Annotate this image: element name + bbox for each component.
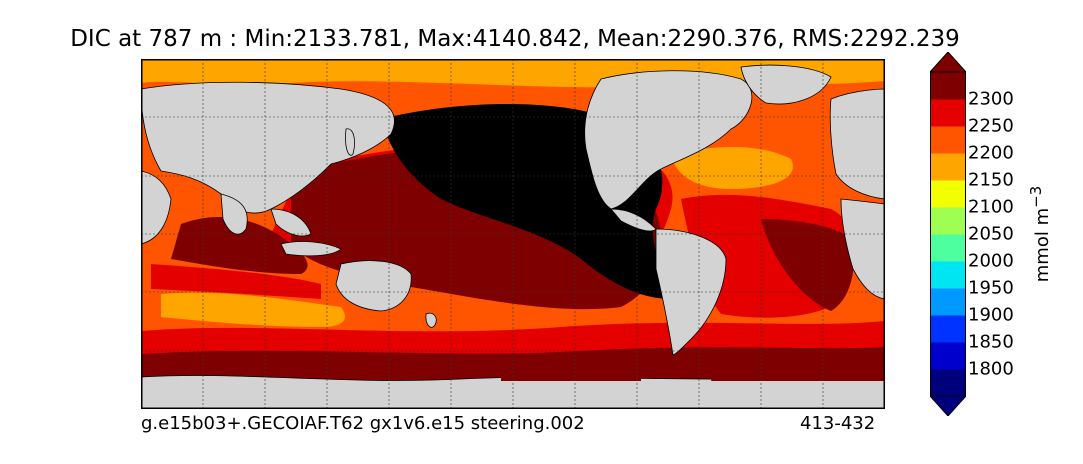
colorbar-tick-label: 2300	[968, 88, 1014, 110]
colorbar-tick-label: 2050	[968, 223, 1014, 245]
colorbar-min-arrow	[930, 395, 966, 416]
map-frame	[141, 59, 885, 409]
colorbar-swatch	[930, 126, 966, 154]
south-pacific-dark	[501, 357, 641, 381]
colorbar-tick-label: 2100	[968, 196, 1014, 218]
colorbar-tick-label: 1850	[968, 331, 1014, 353]
colorbar-tick-label: 1900	[968, 304, 1014, 326]
colorbar-max-arrow	[930, 52, 966, 73]
colorbar-unit-label: mmol m−3	[1027, 186, 1053, 282]
colorbar-tick-label: 2000	[968, 250, 1014, 272]
europe-west	[829, 88, 885, 200]
indian-orange	[161, 292, 345, 327]
colorbar-swatch	[930, 207, 966, 235]
world-map	[141, 59, 885, 409]
colorbar-tick-label: 1950	[968, 277, 1014, 299]
gridlines	[141, 59, 885, 409]
colorbar-tick-label: 1800	[968, 358, 1014, 380]
case-name: g.e15b03+.GECOIAF.T62 gx1v6.e15 steering…	[141, 413, 585, 434]
colorbar-swatch	[930, 72, 966, 100]
colorbar-tick-label: 2150	[968, 169, 1014, 191]
colorbar-frame	[930, 71, 966, 397]
south-atlantic-maroon	[761, 219, 855, 311]
unit-exponent: −3	[1027, 185, 1045, 208]
colorbar-swatch	[930, 99, 966, 127]
unit-prefix: mmol m	[1032, 207, 1053, 283]
australia	[335, 260, 412, 312]
colorbar-swatch	[930, 342, 966, 370]
colorbar	[930, 52, 966, 416]
indian-maroon	[171, 216, 308, 274]
colorbar-swatch	[930, 288, 966, 316]
indian-red	[151, 264, 321, 299]
colorbar-swatch	[930, 261, 966, 289]
colorbar-tick-label: 2200	[968, 142, 1014, 164]
new-zealand	[425, 312, 437, 328]
europe-asia	[141, 81, 395, 214]
japan	[345, 128, 355, 156]
greenland	[740, 64, 832, 105]
north-america	[584, 70, 753, 210]
colorbar-swatch	[930, 234, 966, 262]
colorbar-swatch	[930, 369, 966, 397]
colorbar-swatch	[930, 180, 966, 208]
africa-west	[840, 198, 885, 300]
indonesia	[280, 241, 342, 257]
colorbar-swatch	[930, 315, 966, 343]
colorbar-swatch	[930, 153, 966, 181]
colorbar-tick-label: 2250	[968, 115, 1014, 137]
india	[220, 193, 248, 235]
south-atlantic-dark	[711, 349, 885, 381]
year-range: 413-432	[800, 413, 876, 434]
north-atlantic-orange	[671, 147, 793, 189]
plot-title: DIC at 787 m : Min:2133.781, Max:4140.84…	[70, 26, 960, 52]
